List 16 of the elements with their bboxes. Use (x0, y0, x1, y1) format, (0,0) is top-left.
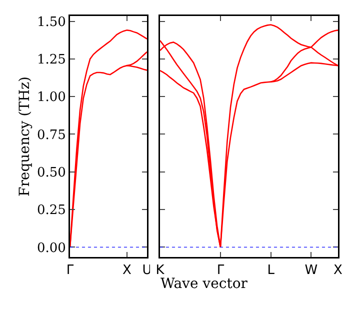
x-axis-title: Wave vector (160, 276, 248, 292)
x-tick-label: Γ (216, 263, 225, 278)
y-tick-label: 0.25 (36, 203, 66, 218)
y-axis-title: Frequency (THz) (16, 76, 33, 197)
y-tick-label: 0.50 (36, 165, 66, 180)
y-tick-label: 1.00 (36, 90, 66, 106)
y-tick-label: 0.75 (36, 128, 66, 143)
x-tick-label: X (334, 263, 343, 278)
x-tick-label: W (304, 263, 318, 278)
y-tick-label: 1.25 (36, 52, 66, 68)
x-tick-label: X (122, 263, 132, 278)
y-tick-label: 0.00 (36, 240, 66, 256)
x-tick-label: Γ (66, 263, 74, 278)
x-tick-label: K (156, 263, 165, 278)
y-tick-label: 1.50 (36, 14, 66, 30)
x-tick-label: L (267, 263, 276, 278)
